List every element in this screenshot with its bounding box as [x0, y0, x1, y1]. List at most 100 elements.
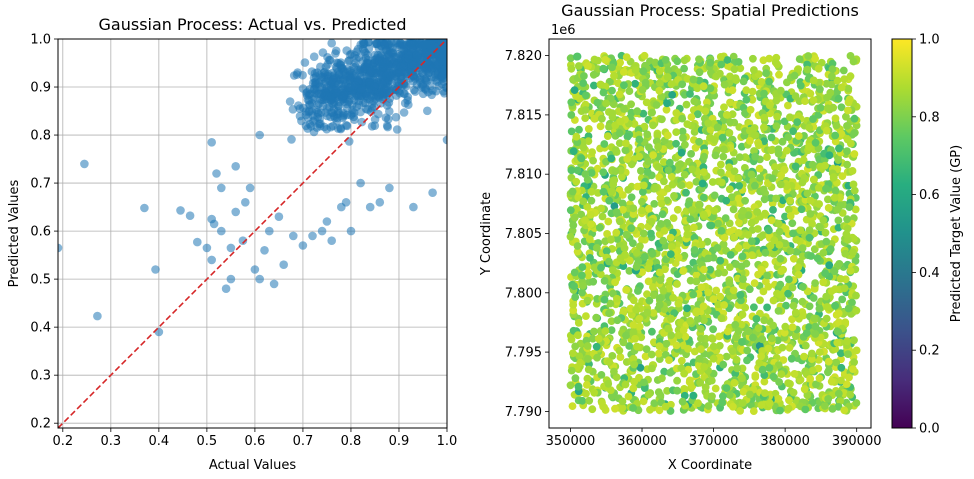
spatial-point: [636, 242, 644, 251]
spatial-point: [699, 302, 708, 311]
spatial-point: [667, 314, 676, 323]
spatial-point: [742, 241, 751, 250]
spatial-point: [709, 325, 717, 334]
spatial-point: [655, 268, 664, 277]
spatial-point: [722, 352, 731, 361]
data-point: [377, 78, 387, 88]
spatial-point: [822, 184, 830, 193]
spatial-point: [568, 402, 577, 410]
spatial-point: [641, 352, 650, 361]
spatial-point: [803, 391, 812, 399]
spatial-point: [588, 334, 597, 343]
spatial-point: [730, 65, 739, 74]
spatial-point: [716, 292, 725, 301]
right-x-ticks: 350000 360000 370000 380000 390000: [546, 428, 882, 449]
spatial-point: [569, 306, 578, 315]
spatial-point: [843, 122, 851, 130]
spatial-point: [788, 219, 797, 228]
spatial-point: [596, 80, 605, 89]
spatial-point: [776, 406, 784, 415]
spatial-point: [786, 196, 794, 205]
data-point: [255, 274, 264, 284]
spatial-point: [784, 133, 792, 142]
data-point: [400, 89, 409, 98]
spatial-point: [824, 368, 832, 377]
spatial-point: [751, 181, 759, 190]
data-point: [309, 52, 319, 61]
data-point: [289, 231, 298, 241]
spatial-point: [809, 115, 817, 123]
spatial-point: [745, 285, 754, 294]
spatial-point: [682, 100, 691, 109]
spatial-point: [819, 216, 828, 225]
spatial-point: [654, 388, 663, 396]
spatial-point: [832, 358, 841, 367]
spatial-point: [658, 210, 667, 219]
spatial-point: [775, 378, 783, 386]
left-y-ticks: 0.2 0.3 0.4 0.5 0.6 0.7 0.8 0.9 1.0: [30, 33, 58, 432]
spatial-point: [851, 257, 860, 265]
spatial-point: [627, 160, 636, 169]
spatial-point: [717, 178, 726, 187]
spatial-point: [801, 97, 809, 105]
spatial-point: [650, 291, 658, 299]
spatial-point: [581, 100, 590, 109]
data-point: [328, 68, 337, 78]
spatial-point: [823, 104, 832, 113]
spatial-point: [672, 109, 681, 117]
data-point: [364, 59, 374, 68]
spatial-point: [623, 132, 632, 141]
data-point: [331, 49, 340, 58]
spatial-point: [795, 55, 804, 63]
left-y-tick-label: 0.7: [30, 177, 51, 192]
spatial-point: [710, 191, 719, 200]
spatial-point: [599, 187, 608, 196]
spatial-point: [644, 277, 653, 286]
spatial-point: [697, 240, 706, 249]
spatial-point: [639, 67, 648, 76]
spatial-point: [709, 354, 718, 363]
spatial-point: [635, 314, 644, 323]
spatial-point: [655, 79, 664, 87]
spatial-point: [590, 81, 598, 90]
spatial-point: [677, 356, 686, 365]
right-y-tick-label: 7.795: [505, 346, 542, 361]
spatial-point: [629, 404, 637, 412]
spatial-point: [629, 210, 638, 219]
spatial-point: [763, 303, 771, 312]
spatial-point: [645, 143, 653, 152]
spatial-point: [768, 174, 777, 183]
spatial-point: [811, 322, 820, 331]
spatial-point: [608, 352, 617, 360]
spatial-point: [769, 321, 777, 330]
data-point: [328, 75, 338, 84]
spatial-point: [667, 331, 675, 340]
data-point: [433, 59, 443, 69]
spatial-point: [697, 345, 705, 354]
spatial-point: [606, 299, 615, 308]
spatial-point: [660, 367, 669, 376]
spatial-point: [647, 217, 656, 226]
data-point: [381, 113, 391, 122]
spatial-point: [569, 147, 578, 156]
spatial-point: [836, 275, 845, 283]
data-point: [212, 169, 221, 178]
spatial-point: [723, 56, 732, 64]
spatial-point: [640, 378, 648, 387]
spatial-point: [567, 127, 576, 136]
spatial-point: [678, 127, 687, 136]
spatial-point: [699, 210, 708, 219]
data-point: [341, 198, 351, 207]
spatial-point: [725, 163, 733, 172]
spatial-point: [798, 178, 807, 187]
data-point: [337, 70, 347, 80]
spatial-point: [594, 334, 603, 343]
spatial-point: [769, 206, 777, 214]
data-point: [391, 112, 401, 122]
spatial-point: [765, 226, 773, 235]
left-x-tick-label: 0.3: [100, 434, 121, 449]
spatial-point: [828, 405, 837, 413]
spatial-point: [734, 194, 743, 203]
spatial-point: [769, 250, 778, 258]
spatial-point: [611, 167, 620, 176]
